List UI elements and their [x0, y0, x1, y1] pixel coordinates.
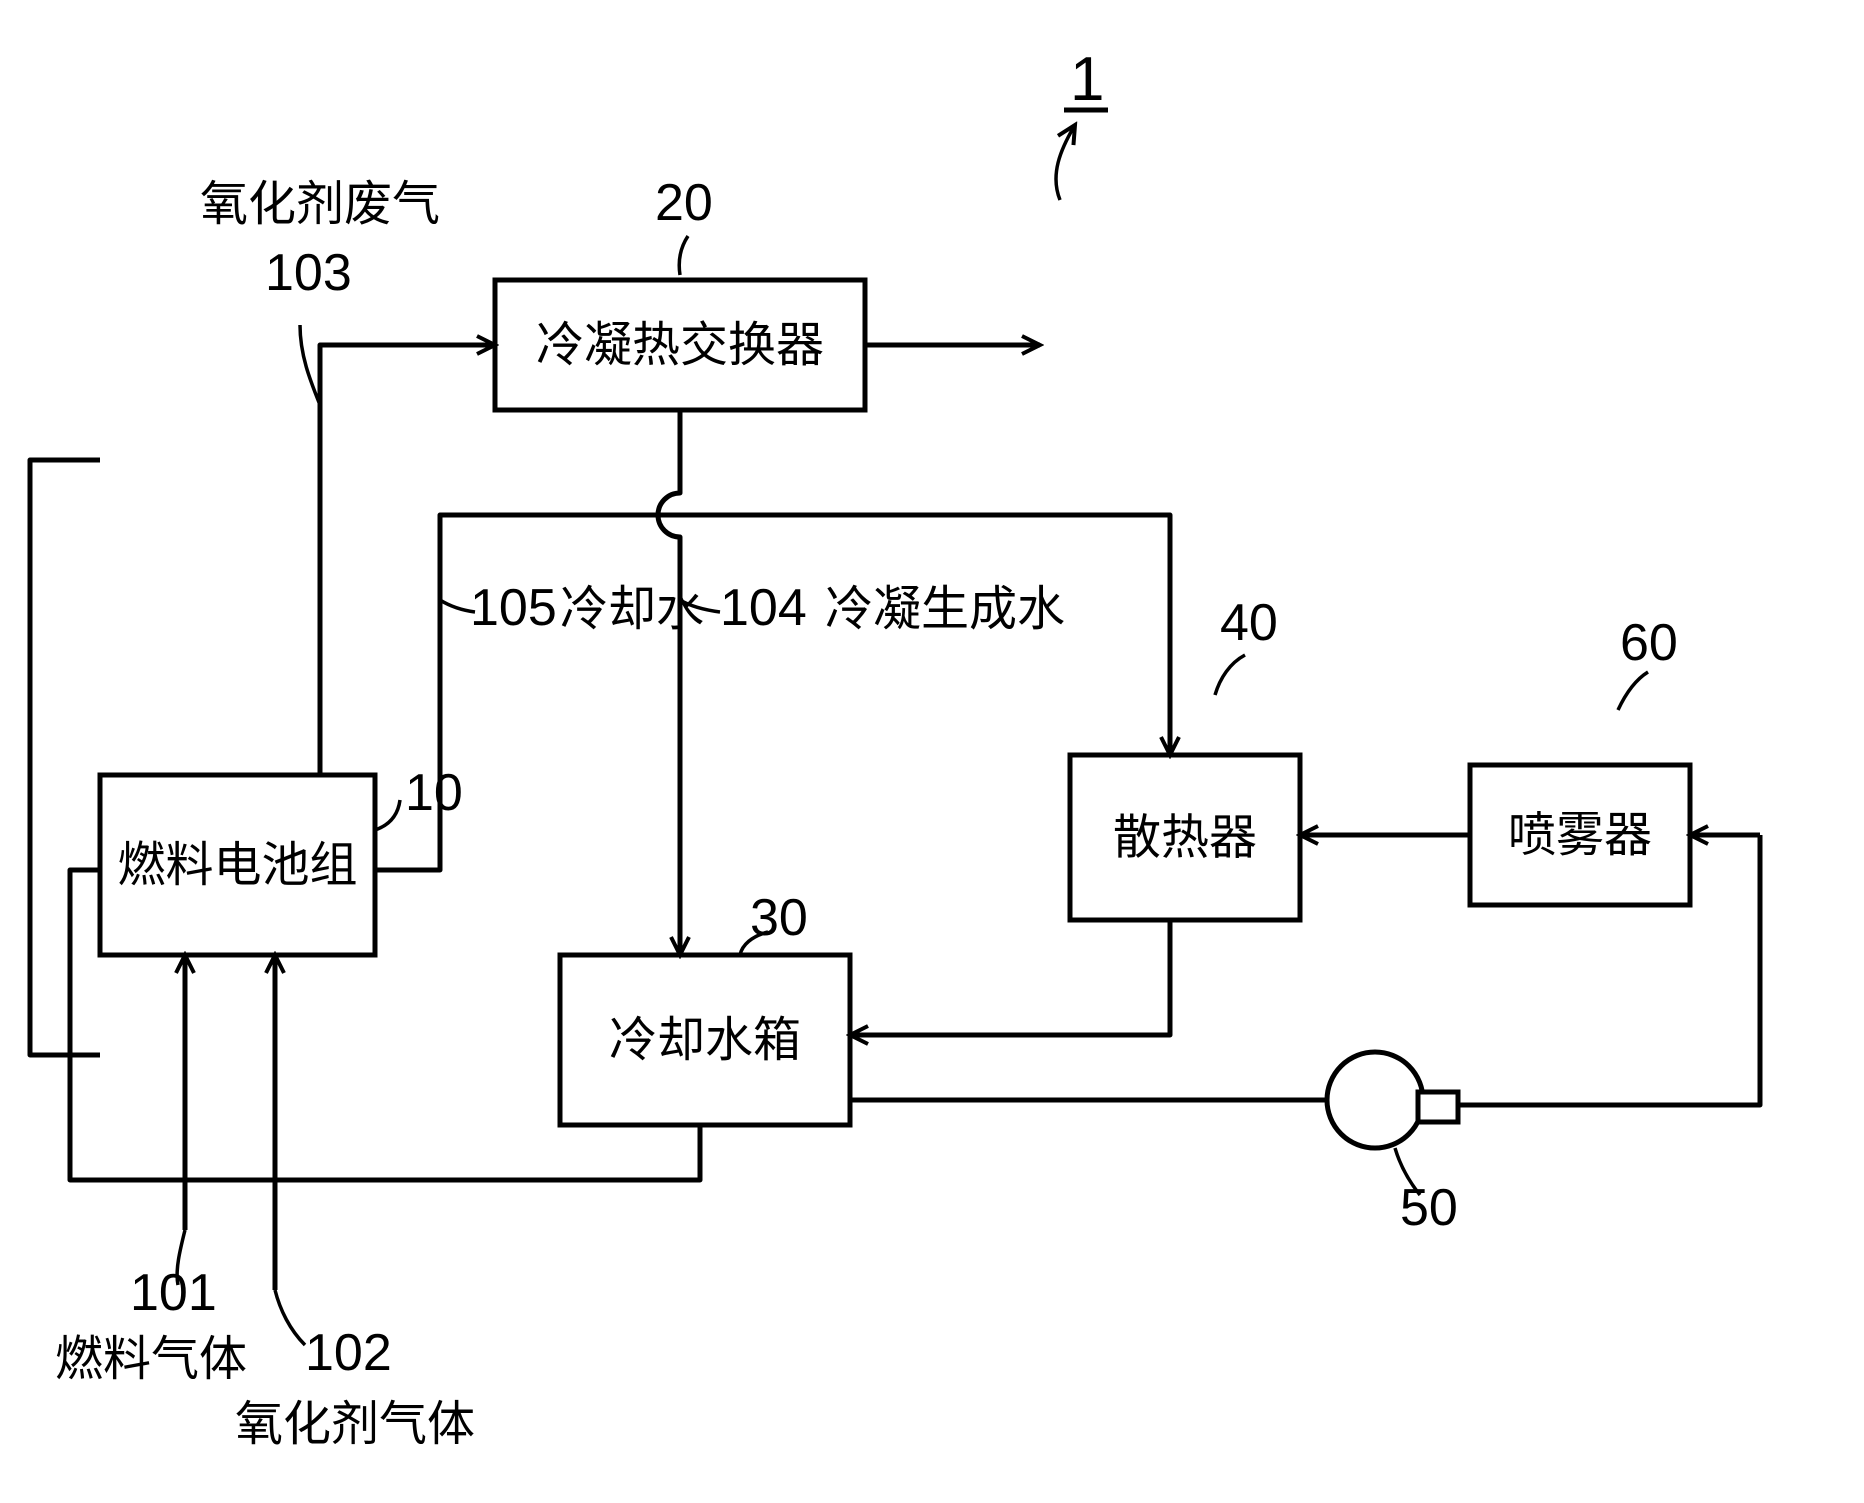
node-pump: [1327, 1052, 1423, 1148]
leader-sprayer: [1618, 672, 1648, 710]
edge-103: [320, 345, 495, 775]
node-id-pump: 50: [1400, 1179, 1458, 1237]
node-label-condenser: 冷凝热交换器: [536, 319, 824, 372]
edge-104: [658, 410, 680, 955]
left-open-box: [30, 460, 100, 1055]
leader-n102: [275, 1290, 305, 1345]
label-n104: 104: [720, 579, 807, 637]
pump-stub: [1418, 1092, 1458, 1122]
label-oxidant_gas: 氧化剂气体: [235, 1398, 475, 1451]
leader-condenser: [679, 236, 688, 275]
label-n105: 105: [470, 579, 557, 637]
label-n103: 103: [265, 244, 352, 302]
node-id-tank: 30: [750, 889, 808, 947]
leader-1: [1056, 125, 1075, 200]
svg-text:1: 1: [1070, 45, 1104, 114]
label-fuel_gas: 燃料气体: [55, 1333, 247, 1386]
node-id-fuel_cell: 10: [405, 764, 463, 822]
label-cooling_water: 冷却水: [560, 583, 704, 636]
label-condensate: 冷凝生成水: [825, 583, 1065, 636]
label-n101: 101: [130, 1264, 217, 1322]
node-id-sprayer: 60: [1620, 614, 1678, 672]
node-id-radiator: 40: [1220, 594, 1278, 652]
node-label-sprayer: 喷雾器: [1508, 809, 1652, 862]
label-n102: 102: [305, 1324, 392, 1382]
leader-radiator: [1215, 655, 1245, 695]
leader-n103: [300, 325, 320, 405]
node-label-tank: 冷却水箱: [609, 1014, 801, 1067]
node-id-condenser: 20: [655, 174, 713, 232]
node-label-fuel_cell: 燃料电池组: [117, 839, 357, 892]
edge-105_out: [375, 515, 1170, 870]
leader-fuel_cell: [375, 800, 400, 830]
label-oxidant_exhaust: 氧化剂废气: [200, 178, 440, 231]
edge-rad_to_tank: [850, 920, 1170, 1035]
node-label-radiator: 散热器: [1113, 812, 1257, 865]
